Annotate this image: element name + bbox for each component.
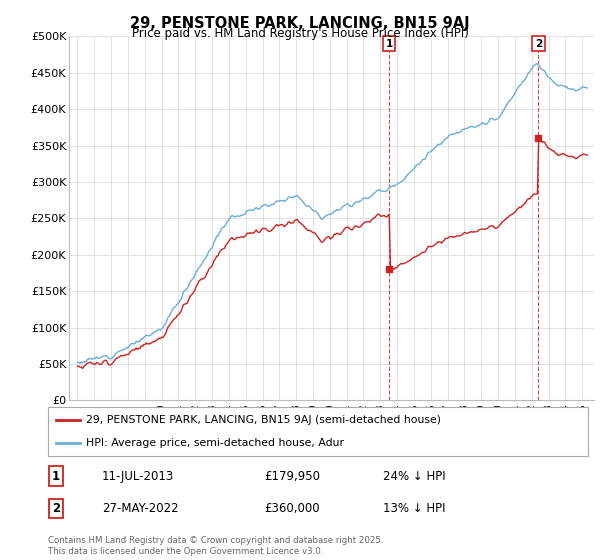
Text: HPI: Average price, semi-detached house, Adur: HPI: Average price, semi-detached house,… [86, 438, 344, 448]
Text: £179,950: £179,950 [264, 470, 320, 483]
Text: 1: 1 [386, 39, 393, 49]
Text: £360,000: £360,000 [264, 502, 320, 515]
Text: 24% ↓ HPI: 24% ↓ HPI [383, 470, 445, 483]
Text: 2: 2 [52, 502, 60, 515]
Text: 11-JUL-2013: 11-JUL-2013 [102, 470, 174, 483]
Text: 29, PENSTONE PARK, LANCING, BN15 9AJ (semi-detached house): 29, PENSTONE PARK, LANCING, BN15 9AJ (se… [86, 416, 441, 426]
Text: 29, PENSTONE PARK, LANCING, BN15 9AJ: 29, PENSTONE PARK, LANCING, BN15 9AJ [130, 16, 470, 31]
Text: Price paid vs. HM Land Registry's House Price Index (HPI): Price paid vs. HM Land Registry's House … [131, 27, 469, 40]
Text: 2: 2 [535, 39, 542, 49]
Text: 13% ↓ HPI: 13% ↓ HPI [383, 502, 445, 515]
Text: 1: 1 [52, 470, 60, 483]
Text: 27-MAY-2022: 27-MAY-2022 [102, 502, 179, 515]
Text: Contains HM Land Registry data © Crown copyright and database right 2025.
This d: Contains HM Land Registry data © Crown c… [48, 536, 383, 556]
